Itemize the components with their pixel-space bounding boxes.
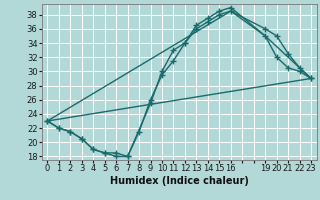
X-axis label: Humidex (Indice chaleur): Humidex (Indice chaleur) [110,176,249,186]
